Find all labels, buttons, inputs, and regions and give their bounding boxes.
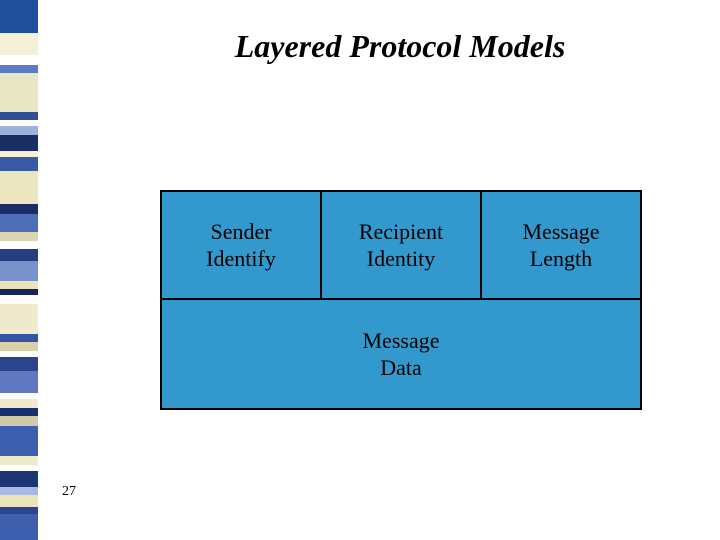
stripe-segment <box>0 112 38 120</box>
stripe-segment <box>0 126 38 136</box>
stripe-segment <box>0 334 38 342</box>
stripe-segment <box>0 55 38 65</box>
header-row: Sender Identify Recipient Identity Messa… <box>160 190 642 300</box>
stripe-segment <box>0 261 38 281</box>
stripe-segment <box>0 426 38 455</box>
cell-line1: Recipient <box>359 219 443 244</box>
stripe-segment <box>0 295 38 305</box>
stripe-segment <box>0 514 38 540</box>
cell-line2: Identify <box>206 246 276 271</box>
protocol-packet-diagram: Sender Identify Recipient Identity Messa… <box>160 190 642 410</box>
stripe-segment <box>0 73 38 112</box>
cell-recipient-identity: Recipient Identity <box>320 192 480 298</box>
stripe-segment <box>0 171 38 204</box>
stripe-segment <box>0 157 38 171</box>
stripe-segment <box>0 495 38 507</box>
stripe-segment <box>0 471 38 487</box>
stripe-segment <box>0 249 38 261</box>
stripe-segment <box>0 281 38 289</box>
cell-message-data: Message Data <box>160 300 642 410</box>
stripe-segment <box>0 408 38 416</box>
stripe-segment <box>0 214 38 232</box>
slide-number: 27 <box>62 484 76 500</box>
cell-line2: Identity <box>367 246 435 271</box>
stripe-segment <box>0 0 38 33</box>
stripe-segment <box>0 371 38 393</box>
stripe-segment <box>0 342 38 352</box>
stripe-segment <box>0 399 38 409</box>
cell-sender-identify: Sender Identify <box>162 192 320 298</box>
stripe-segment <box>0 33 38 55</box>
cell-line1: Message <box>523 219 600 244</box>
stripe-segment <box>0 204 38 214</box>
stripe-segment <box>0 416 38 426</box>
stripe-segment <box>0 65 38 73</box>
stripe-segment <box>0 241 38 249</box>
cell-line1: Message <box>363 328 440 353</box>
cell-message-length: Message Length <box>480 192 640 298</box>
stripe-segment <box>0 456 38 466</box>
cell-line2: Data <box>380 355 422 380</box>
stripe-segment <box>0 304 38 333</box>
slide-title: Layered Protocol Models <box>110 28 690 65</box>
stripe-segment <box>0 232 38 242</box>
cell-line2: Length <box>530 246 592 271</box>
stripe-segment <box>0 507 38 515</box>
stripe-segment <box>0 135 38 151</box>
stripe-segment <box>0 357 38 371</box>
cell-line1: Sender <box>210 219 271 244</box>
decorative-stripe-sidebar <box>0 0 38 540</box>
stripe-segment <box>0 487 38 495</box>
